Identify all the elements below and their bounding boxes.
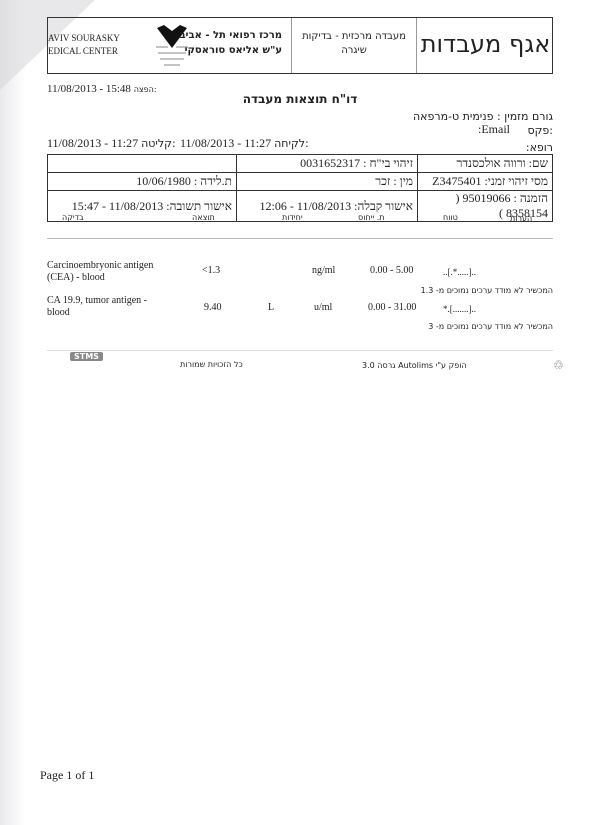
col-flag: ת. ייחוס [358, 213, 385, 222]
birth-date: ת.לידה : 10/06/1980 [47, 172, 237, 191]
col-units: יחידות [282, 213, 303, 222]
range-graph: ..[.*.....].. [443, 267, 476, 277]
stms-logo: STMS [70, 352, 103, 361]
department-name: אגף מעבדות [420, 30, 551, 58]
divider [47, 238, 553, 239]
heart-logo-icon [152, 23, 192, 69]
flag: L [268, 302, 275, 313]
test-name: CA 19.9, tumor antigen - blood [47, 295, 147, 318]
email-label: :Email [478, 122, 510, 136]
range-graph: *.[.......].. [443, 304, 476, 314]
scan-edge [0, 0, 26, 825]
hospital-id: זיהוי בי"ח : 0031652317 [236, 154, 418, 173]
order-number: הזמנה : 95019066 ( 8358154 ) [417, 190, 553, 222]
footer-divider [47, 350, 553, 351]
col-range: טווח [443, 213, 458, 222]
received-date: 11/08/2013 - 11:27 קליטה: [47, 136, 176, 150]
reference-range: 0.00 - 31.00 [368, 302, 417, 313]
fax-label: :פקס [527, 124, 553, 137]
sex: מין : זכר [236, 172, 418, 191]
page-number: Page 1 of 1 [40, 768, 95, 782]
letterhead: AVIV SOURASKY EDICAL CENTER מרכז רפואי תל… [47, 17, 553, 74]
units: ng/ml [312, 265, 336, 276]
reply-approval: אישור תשובה: 11/08/2013 - 15:47 [47, 190, 237, 222]
produced-by: הופק ע"י Autolims גרסה 3.0 [362, 361, 467, 370]
center-name-he: מרכז רפואי תל - אביב ע"ש אליאס סוראסקי [179, 30, 282, 56]
center-name-en: AVIV SOURASKY EDICAL CENTER [48, 33, 120, 56]
test-name: Carcinoembryonic antigen (CEA) - blood [47, 260, 154, 283]
result-value: 9.40 [204, 302, 222, 313]
temp-id: מסי זיהוי זמני: Z3475401 [417, 172, 553, 191]
lab-name: מעבדה מרכזית - בדיקות שיגרה [302, 31, 406, 56]
col-test: בדיקה [62, 213, 84, 222]
patient-details-table: זיהוי בי"ח : 0031652317 שם: ורווה אולכסנ… [47, 154, 553, 222]
doctor-label: רופא: [525, 141, 553, 154]
note: המכשיר לא מודד ערכים נמוכים מ- 3 [428, 322, 553, 331]
print-date: 11/08/2013 - 15:48 הפצה: [47, 83, 157, 95]
taken-date: 11/08/2013 - 11:27 לקיחה: [180, 136, 309, 150]
result-value: <1.3 [202, 265, 221, 276]
note: המכשיר לא מודד ערכים נמוכים מ- 1.3 [420, 286, 553, 295]
reference-range: 0.00 - 5.00 [370, 265, 414, 276]
referrer: גורם מזמין : פנימית ט-מרפאה [412, 110, 553, 123]
patient-name: שם: ורווה אולכסנדר [417, 154, 553, 173]
receipt-approval: אישור קבלה: 11/08/2013 - 12:06 [236, 190, 418, 222]
col-result: תוצאה [192, 213, 215, 222]
recycle-icon: ♲ [553, 358, 564, 372]
rights-text: כל הזכויות שמורות [180, 360, 243, 369]
page-title: דו"ח תוצאות מעבדה [242, 92, 358, 106]
units: u/ml [314, 302, 333, 313]
col-notes: הערות [510, 214, 533, 223]
